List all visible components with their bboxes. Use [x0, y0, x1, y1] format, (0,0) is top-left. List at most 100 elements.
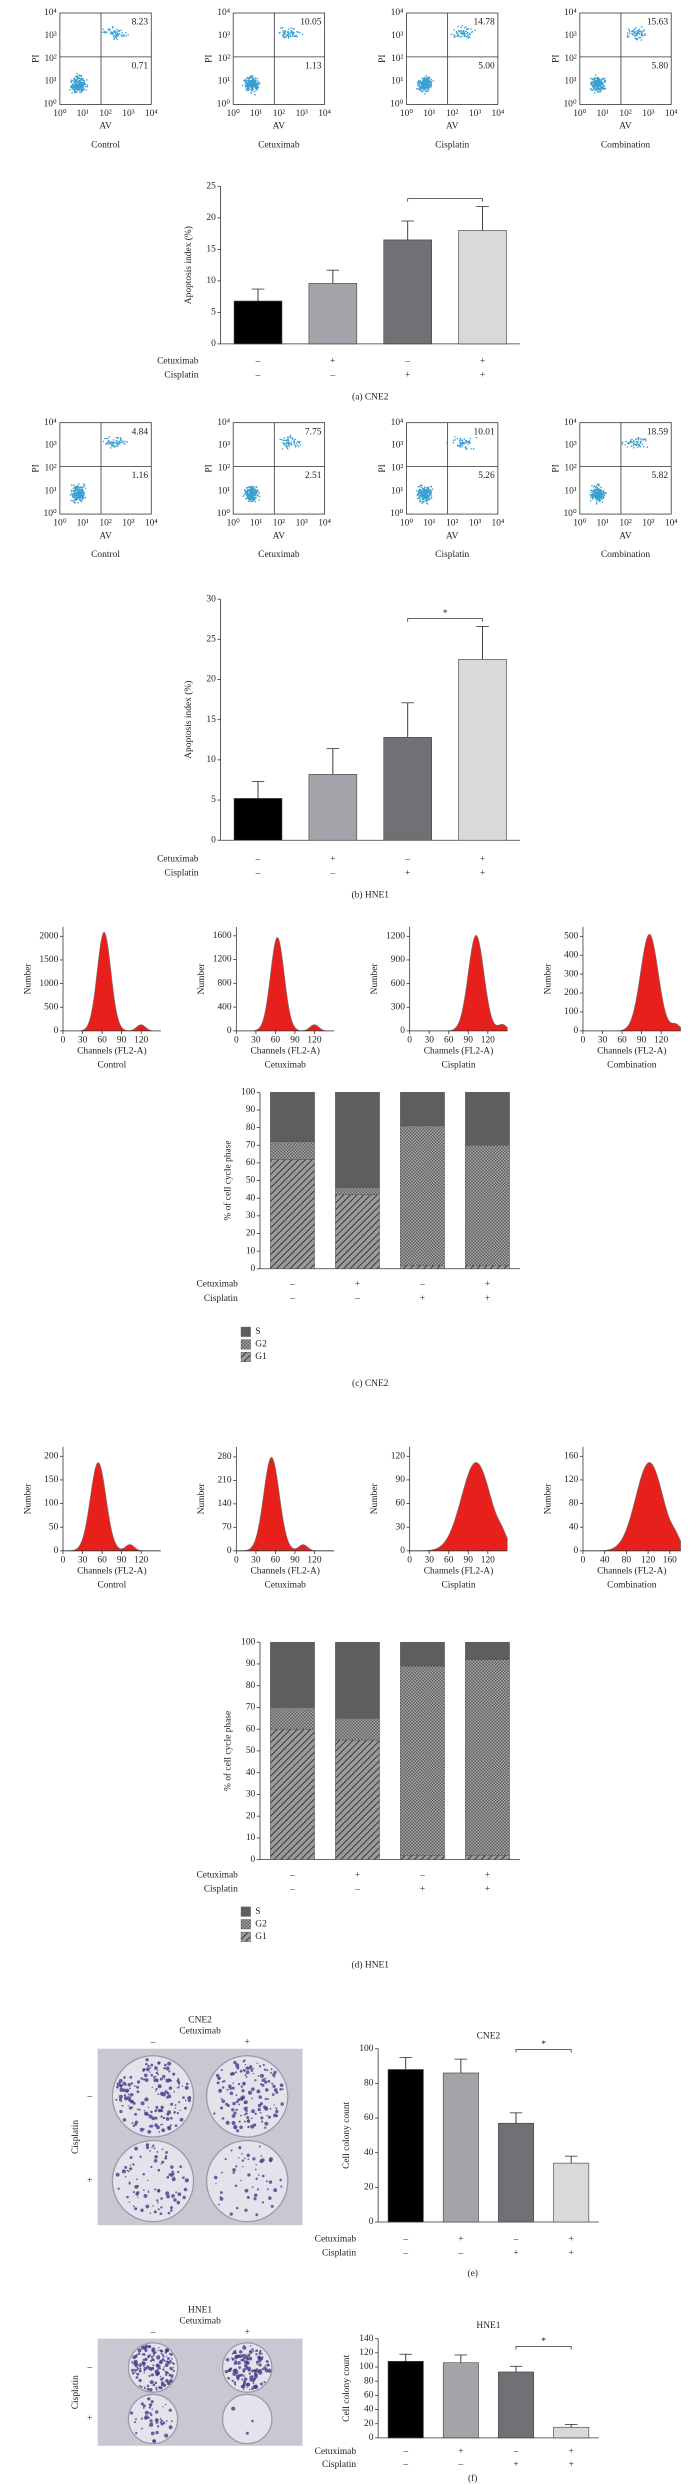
event-dot — [598, 484, 600, 486]
event-dot — [631, 445, 633, 447]
event-dot — [251, 92, 253, 94]
event-dot — [257, 80, 259, 82]
quadrant-value: 1.16 — [132, 471, 149, 481]
plot-caption: Cisplatin — [435, 141, 469, 151]
event-dot — [590, 491, 592, 493]
event-dot — [73, 502, 75, 504]
colony — [165, 2371, 168, 2374]
event-dot — [637, 32, 639, 34]
colony — [276, 2108, 278, 2110]
colony — [147, 2354, 150, 2357]
colony — [170, 2124, 172, 2126]
x-tick-label: 60 — [444, 1035, 454, 1045]
stacked-segment — [400, 1092, 444, 1126]
event-dot — [250, 82, 252, 84]
x-tick-label: 0 — [581, 1555, 586, 1565]
event-dot — [466, 448, 468, 450]
x-axis-label: Channels (FL2-A) — [77, 1046, 146, 1057]
row-sign: + — [87, 2176, 92, 2186]
colony — [166, 2420, 168, 2422]
colony — [234, 2384, 236, 2386]
y-axis-label: % of cell cycle phase — [223, 1140, 234, 1220]
event-dot — [597, 88, 599, 90]
event-dot — [423, 494, 425, 496]
event-dot — [72, 88, 74, 90]
y-tick-label: 80 — [246, 1123, 256, 1133]
y-axis-label: PI — [31, 55, 41, 63]
colony — [168, 2070, 170, 2072]
x-tick-label: 10¹ — [423, 519, 435, 529]
colony — [137, 2080, 140, 2083]
colony — [164, 2090, 167, 2093]
colony — [252, 2186, 254, 2188]
colony — [175, 2104, 177, 2106]
colony — [152, 2205, 153, 2206]
event-dot — [429, 82, 431, 84]
event-dot — [470, 28, 472, 30]
event-dot — [285, 36, 287, 38]
colony — [258, 2369, 260, 2371]
event-dot — [248, 501, 250, 503]
event-dot — [597, 92, 599, 94]
x-tick-label: 10³ — [469, 109, 481, 119]
event-dot — [105, 437, 107, 439]
colony — [217, 2081, 220, 2084]
colony — [228, 2085, 231, 2088]
colony — [154, 2123, 158, 2127]
event-dot — [461, 25, 463, 27]
colony — [221, 2069, 223, 2071]
quadrant-value: 10.01 — [474, 427, 496, 437]
colony — [262, 2175, 265, 2178]
event-dot — [602, 84, 604, 86]
y-tick-label: 600 — [391, 979, 405, 989]
colony — [240, 2097, 244, 2101]
event-dot — [425, 499, 427, 501]
colony — [165, 2349, 169, 2353]
colony — [251, 2098, 253, 2100]
x-tick-label: 30 — [78, 1035, 88, 1045]
culture-dish — [223, 2394, 272, 2443]
colony — [260, 2383, 263, 2386]
event-dot — [121, 36, 123, 38]
colony — [220, 2107, 223, 2110]
event-dot — [247, 81, 249, 83]
event-dot — [647, 446, 649, 448]
colony — [152, 2364, 154, 2366]
event-dot — [286, 446, 288, 448]
event-dot — [639, 30, 641, 32]
x-tick-label: 60 — [444, 1555, 454, 1565]
colony — [225, 2370, 228, 2373]
condition-sign: + — [355, 1871, 360, 1881]
colony — [143, 2407, 145, 2409]
colony — [165, 2151, 168, 2154]
y-tick-label: 70 — [246, 1703, 256, 1713]
quadrant-value: 10.05 — [300, 18, 322, 28]
colony — [130, 2165, 131, 2166]
event-dot — [113, 439, 115, 441]
event-dot — [84, 83, 86, 85]
colony — [184, 2188, 188, 2192]
y-tick-label: 10³ — [564, 441, 576, 451]
colony — [143, 2079, 144, 2080]
condition-sign: – — [419, 1280, 425, 1290]
event-dot — [123, 34, 125, 36]
legend-label: G1 — [255, 1932, 267, 1942]
colony — [167, 2094, 171, 2098]
colony — [119, 2095, 123, 2099]
colony — [167, 2062, 171, 2066]
event-dot — [291, 30, 293, 32]
event-dot — [641, 32, 643, 34]
colony — [177, 2078, 179, 2080]
event-dot — [603, 85, 605, 87]
colony — [232, 2087, 235, 2090]
x-axis-label: Channels (FL2-A) — [424, 1046, 493, 1057]
event-dot — [248, 78, 250, 80]
colony — [151, 2112, 152, 2113]
x-tick-label: 10¹ — [423, 109, 435, 119]
colony — [169, 2409, 172, 2412]
colony — [239, 2125, 243, 2129]
event-dot — [642, 35, 644, 37]
event-dot — [591, 485, 593, 487]
quadrant-value: 5.82 — [652, 471, 669, 481]
colony — [260, 2112, 262, 2114]
